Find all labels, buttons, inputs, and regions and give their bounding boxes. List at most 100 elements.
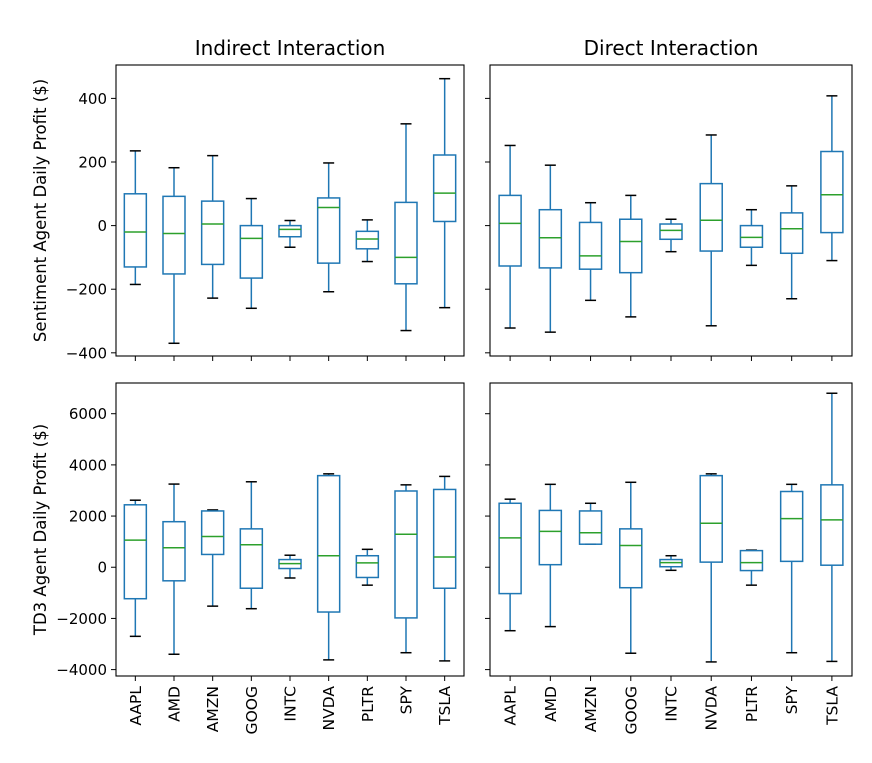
box-nvda bbox=[316, 162, 341, 293]
y-tick-label: −4000 bbox=[56, 661, 107, 679]
iqr-box bbox=[316, 474, 341, 613]
x-tick-label: GOOG bbox=[622, 686, 640, 734]
iqr-box bbox=[162, 195, 186, 275]
x-tick-label: TSLA bbox=[436, 686, 454, 726]
box-pltr bbox=[355, 548, 380, 586]
subplot-title: Indirect Interaction bbox=[195, 36, 386, 60]
box-tsla bbox=[820, 392, 844, 663]
y-axis-label: Sentiment Agent Daily Profit ($) bbox=[31, 79, 50, 342]
box-intc bbox=[659, 218, 683, 253]
iqr-box bbox=[498, 194, 522, 267]
box-pltr bbox=[355, 219, 380, 263]
y-tick-label: −400 bbox=[66, 344, 107, 362]
box-goog bbox=[619, 481, 643, 654]
x-tick-label: AMD bbox=[542, 686, 560, 722]
y-tick-label: −2000 bbox=[56, 610, 107, 628]
box-aapl bbox=[123, 150, 148, 286]
iqr-box bbox=[699, 182, 723, 252]
iqr-box bbox=[779, 212, 804, 255]
plot-frame bbox=[115, 382, 465, 677]
box-intc bbox=[278, 554, 302, 579]
x-tick-label: NVDA bbox=[320, 686, 338, 731]
iqr-box bbox=[239, 528, 264, 589]
box-intc bbox=[278, 219, 302, 248]
iqr-box bbox=[278, 224, 302, 238]
box-amd bbox=[162, 166, 186, 345]
iqr-box bbox=[659, 223, 683, 241]
box-amd bbox=[162, 483, 186, 655]
x-tick-label: AMZN bbox=[582, 686, 600, 732]
iqr-box bbox=[432, 154, 457, 223]
box-tsla bbox=[432, 475, 457, 662]
box-tsla bbox=[820, 95, 844, 262]
iqr-box bbox=[162, 520, 186, 582]
box-aapl bbox=[498, 144, 522, 329]
box-amzn bbox=[578, 201, 603, 302]
x-tick-label: PLTR bbox=[743, 686, 761, 722]
iqr-box bbox=[578, 221, 603, 270]
plot-frame bbox=[489, 382, 853, 677]
iqr-box bbox=[200, 510, 225, 556]
iqr-box bbox=[123, 504, 148, 600]
subplot-1: Indirect Interaction Sentiment Agent Dail… bbox=[31, 36, 465, 362]
iqr-box bbox=[316, 197, 341, 264]
y-tick-label: 0 bbox=[97, 217, 107, 235]
box-pltr bbox=[739, 208, 764, 267]
y-tick-label: 6000 bbox=[69, 405, 107, 423]
iqr-box bbox=[498, 502, 522, 595]
box-nvda bbox=[699, 473, 723, 663]
iqr-box bbox=[394, 490, 418, 619]
iqr-box bbox=[123, 193, 148, 268]
box-amd bbox=[538, 164, 563, 333]
x-tick-label: INTC bbox=[663, 686, 681, 722]
x-tick-label: TSLA bbox=[823, 686, 841, 726]
x-tick-label: PLTR bbox=[359, 686, 377, 722]
y-tick-label: 2000 bbox=[69, 508, 107, 526]
box-spy bbox=[779, 185, 804, 300]
iqr-box bbox=[394, 201, 418, 285]
iqr-box bbox=[739, 224, 764, 248]
x-tick-label: GOOG bbox=[243, 686, 261, 734]
box-tsla bbox=[432, 77, 457, 309]
subplot-title: Direct Interaction bbox=[584, 36, 759, 60]
box-intc bbox=[659, 554, 683, 572]
box-aapl bbox=[123, 499, 148, 638]
box-goog bbox=[239, 481, 264, 610]
iqr-box bbox=[820, 150, 844, 234]
iqr-box bbox=[699, 474, 723, 563]
y-tick-label: 200 bbox=[78, 154, 107, 172]
y-tick-label: 4000 bbox=[69, 456, 107, 474]
y-tick-label: 0 bbox=[97, 559, 107, 577]
box-amzn bbox=[200, 509, 225, 607]
box-spy bbox=[394, 123, 418, 332]
iqr-box bbox=[538, 509, 563, 566]
iqr-box bbox=[619, 218, 643, 274]
box-goog bbox=[239, 197, 264, 310]
box-nvda bbox=[699, 134, 723, 327]
x-tick-label: SPY bbox=[398, 685, 416, 714]
box-nvda bbox=[316, 473, 341, 661]
x-tick-label: AMZN bbox=[204, 686, 222, 732]
iqr-box bbox=[619, 528, 643, 589]
plot-frame bbox=[489, 64, 853, 357]
box-amd bbox=[538, 483, 563, 628]
iqr-box bbox=[200, 200, 225, 266]
box-amzn bbox=[200, 154, 225, 299]
x-tick-label: AMD bbox=[166, 686, 184, 722]
x-tick-label: AAPL bbox=[502, 686, 520, 726]
iqr-box bbox=[355, 554, 380, 579]
y-tick-label: 400 bbox=[78, 90, 107, 108]
iqr-box bbox=[239, 224, 264, 279]
iqr-box bbox=[432, 488, 457, 589]
y-axis-label: TD3 Agent Daily Profit ($) bbox=[31, 424, 50, 636]
box-spy bbox=[394, 484, 418, 654]
plot-frame bbox=[115, 64, 465, 357]
iqr-box bbox=[779, 490, 804, 563]
box-spy bbox=[779, 483, 804, 654]
iqr-box bbox=[820, 484, 844, 566]
x-tick-label: INTC bbox=[282, 686, 300, 722]
subplot-2: Direct Interaction bbox=[485, 36, 853, 361]
iqr-box bbox=[355, 230, 380, 250]
iqr-box bbox=[538, 208, 563, 269]
